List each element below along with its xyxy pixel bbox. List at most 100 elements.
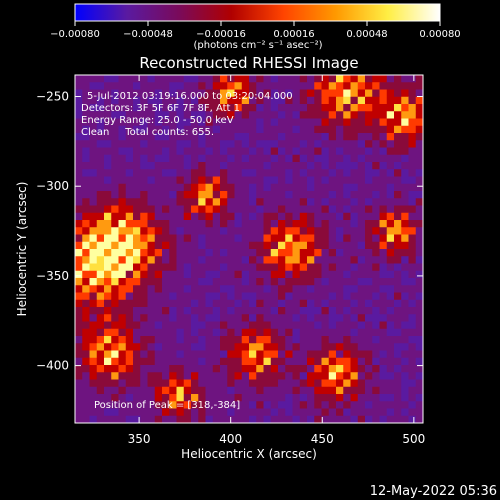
heatmap-cell <box>415 336 423 344</box>
heatmap-cell <box>299 394 308 402</box>
heatmap-cell <box>350 89 359 98</box>
heatmap-cell <box>140 234 148 243</box>
heatmap-cell <box>372 154 380 163</box>
heatmap-cell <box>256 154 264 163</box>
heatmap-cell <box>125 125 134 134</box>
heatmap-cell <box>96 365 105 373</box>
heatmap-cell <box>125 401 134 409</box>
heatmap-cell <box>169 285 177 293</box>
heatmap-cell <box>249 401 257 409</box>
heatmap-cell <box>249 227 257 235</box>
heatmap-cell <box>212 227 221 235</box>
heatmap-cell <box>176 176 185 185</box>
heatmap-cell <box>111 307 119 315</box>
heatmap-cell <box>104 133 112 141</box>
heatmap-cell <box>336 328 344 337</box>
heatmap-cell <box>270 343 279 351</box>
heatmap-cell <box>270 111 279 119</box>
heatmap-cell <box>350 336 359 344</box>
heatmap-cell <box>75 111 83 119</box>
heatmap-cell <box>133 379 141 388</box>
heatmap-cell <box>415 343 423 351</box>
heatmap-cell <box>307 401 315 409</box>
heatmap-cell <box>365 292 373 301</box>
heatmap-cell <box>307 191 315 199</box>
heatmap-cell <box>198 343 206 351</box>
heatmap-cell <box>241 321 250 330</box>
heatmap-cell <box>96 415 105 423</box>
heatmap-cell <box>205 111 214 119</box>
heatmap-cell <box>386 249 395 257</box>
heatmap-cell <box>372 241 380 250</box>
heatmap-cell <box>256 191 264 199</box>
heatmap-cell <box>357 227 366 235</box>
heatmap-cell <box>292 205 301 214</box>
heatmap-cell <box>314 183 322 192</box>
heatmap-cell <box>292 408 301 417</box>
heatmap-cell <box>386 379 395 388</box>
heatmap-cell <box>154 336 163 344</box>
heatmap-cell <box>285 357 293 366</box>
heatmap-cell <box>212 386 221 395</box>
heatmap-cell <box>162 82 170 90</box>
heatmap-cell <box>104 104 112 112</box>
heatmap-cell <box>379 256 388 264</box>
heatmap-cell <box>263 220 272 228</box>
heatmap-cell <box>256 176 264 185</box>
heatmap-cell <box>343 118 351 127</box>
heatmap-cell <box>256 365 264 373</box>
heatmap-cell <box>372 343 380 351</box>
heatmap-cell <box>408 270 417 279</box>
heatmap-cell <box>299 328 308 337</box>
heatmap-cell <box>198 408 206 417</box>
heatmap-cell <box>154 270 163 279</box>
heatmap-cell <box>401 401 409 409</box>
heatmap-cell <box>365 212 373 221</box>
heatmap-cell <box>415 299 423 308</box>
heatmap-cell <box>162 125 170 134</box>
heatmap-cell <box>278 183 286 192</box>
heatmap-cell <box>227 111 235 119</box>
heatmap-cell <box>249 270 257 279</box>
heatmap-cell <box>278 111 286 119</box>
colorbar-tick-label: 0.00048 <box>346 29 387 40</box>
heatmap-cell <box>169 191 177 199</box>
heatmap-cell <box>328 270 337 279</box>
heatmap-cell <box>140 183 148 192</box>
heatmap-cell <box>133 270 141 279</box>
heatmap-cell <box>89 169 98 177</box>
heatmap-cell <box>176 249 185 257</box>
heatmap-cell <box>314 241 322 250</box>
heatmap-cell <box>154 154 163 163</box>
heatmap-cell <box>386 212 395 221</box>
heatmap-cell <box>147 336 156 344</box>
heatmap-cell <box>379 75 388 83</box>
heatmap-cell <box>234 321 243 330</box>
heatmap-cell <box>401 234 409 243</box>
heatmap-cell <box>365 205 373 214</box>
heatmap-cell <box>241 75 250 83</box>
heatmap-cell <box>372 125 380 134</box>
heatmap-cell <box>125 111 134 119</box>
heatmap-cell <box>314 234 322 243</box>
heatmap-cell <box>299 270 308 279</box>
heatmap-cell <box>118 307 127 315</box>
heatmap-cell <box>372 292 380 301</box>
heatmap-cell <box>154 169 163 177</box>
heatmap-cell <box>162 147 170 156</box>
heatmap-cell <box>125 307 134 315</box>
heatmap-cell <box>111 350 119 359</box>
heatmap-cell <box>408 205 417 214</box>
heatmap-cell <box>191 270 199 279</box>
heatmap-cell <box>408 321 417 330</box>
heatmap-cell <box>336 292 344 301</box>
heatmap-cell <box>415 357 423 366</box>
heatmap-cell <box>328 321 337 330</box>
heatmap-cell <box>162 176 170 185</box>
heatmap-cell <box>140 205 148 214</box>
heatmap-cell <box>125 154 134 163</box>
heatmap-cell <box>299 183 308 192</box>
heatmap-cell <box>350 343 359 351</box>
heatmap-cell <box>365 111 373 119</box>
heatmap-cell <box>357 365 366 373</box>
